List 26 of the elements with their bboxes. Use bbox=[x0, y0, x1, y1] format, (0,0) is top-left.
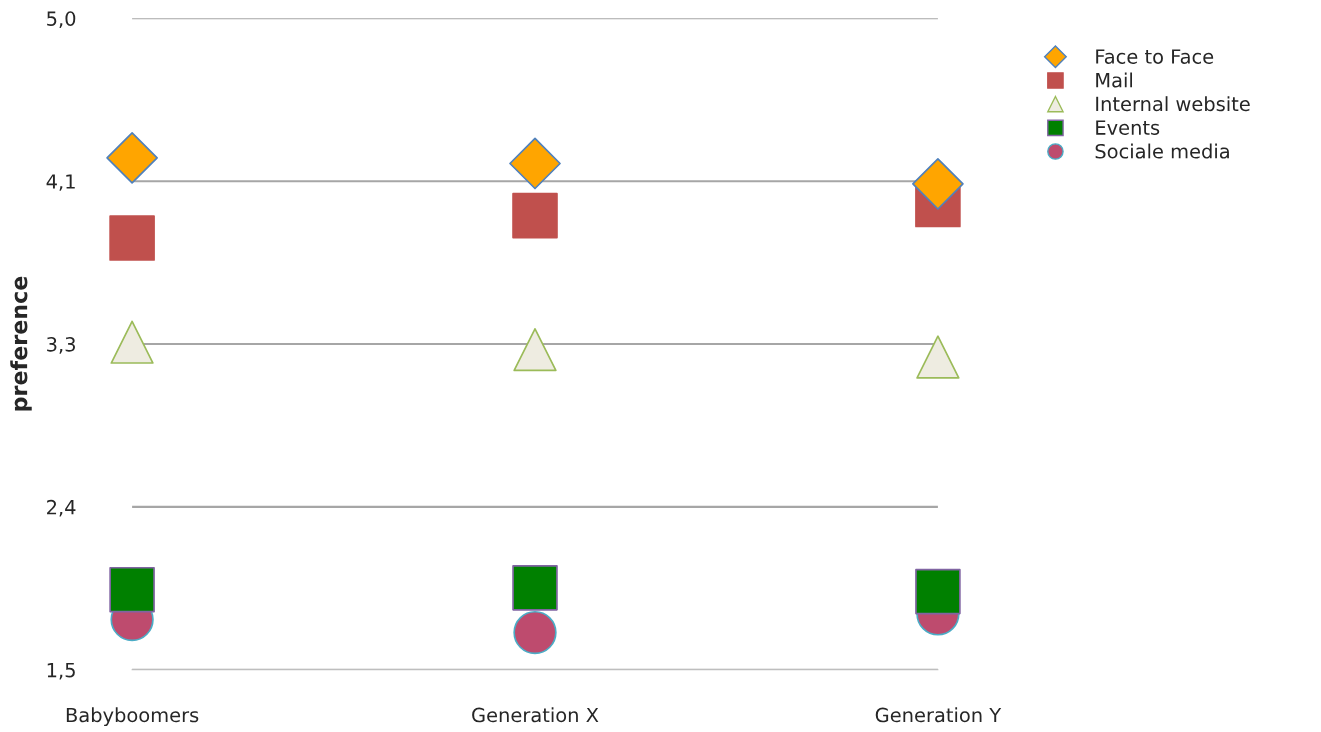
point bbox=[512, 192, 558, 239]
legend-label: Face to Face bbox=[1096, 49, 1214, 64]
y-tick-label: 2,4 bbox=[47, 499, 76, 517]
legend-label: Mail bbox=[1096, 72, 1132, 88]
point bbox=[513, 610, 557, 655]
x-tick-label: Generation X bbox=[472, 707, 599, 723]
point bbox=[916, 335, 960, 379]
y-tick-label: 3,3 bbox=[47, 337, 75, 354]
point bbox=[110, 320, 154, 364]
point bbox=[509, 137, 561, 190]
y-tick-label: 5,0 bbox=[47, 11, 76, 28]
point bbox=[106, 132, 158, 184]
y-tick-label: 4,1 bbox=[46, 174, 75, 191]
legend-label: Sociale media bbox=[1095, 143, 1229, 159]
point bbox=[109, 215, 155, 261]
y-axis-title: preference bbox=[10, 276, 32, 411]
point bbox=[912, 158, 964, 210]
y-tick-label: 1,5 bbox=[47, 662, 75, 680]
point bbox=[915, 568, 961, 615]
point bbox=[512, 565, 558, 611]
legend-label: Events bbox=[1096, 120, 1160, 135]
x-tick-label: Babyboomers bbox=[66, 707, 199, 727]
legend-label: Internal website bbox=[1096, 96, 1250, 112]
x-tick-label: Generation Y bbox=[875, 707, 1002, 723]
point bbox=[513, 327, 557, 372]
point bbox=[109, 566, 155, 613]
